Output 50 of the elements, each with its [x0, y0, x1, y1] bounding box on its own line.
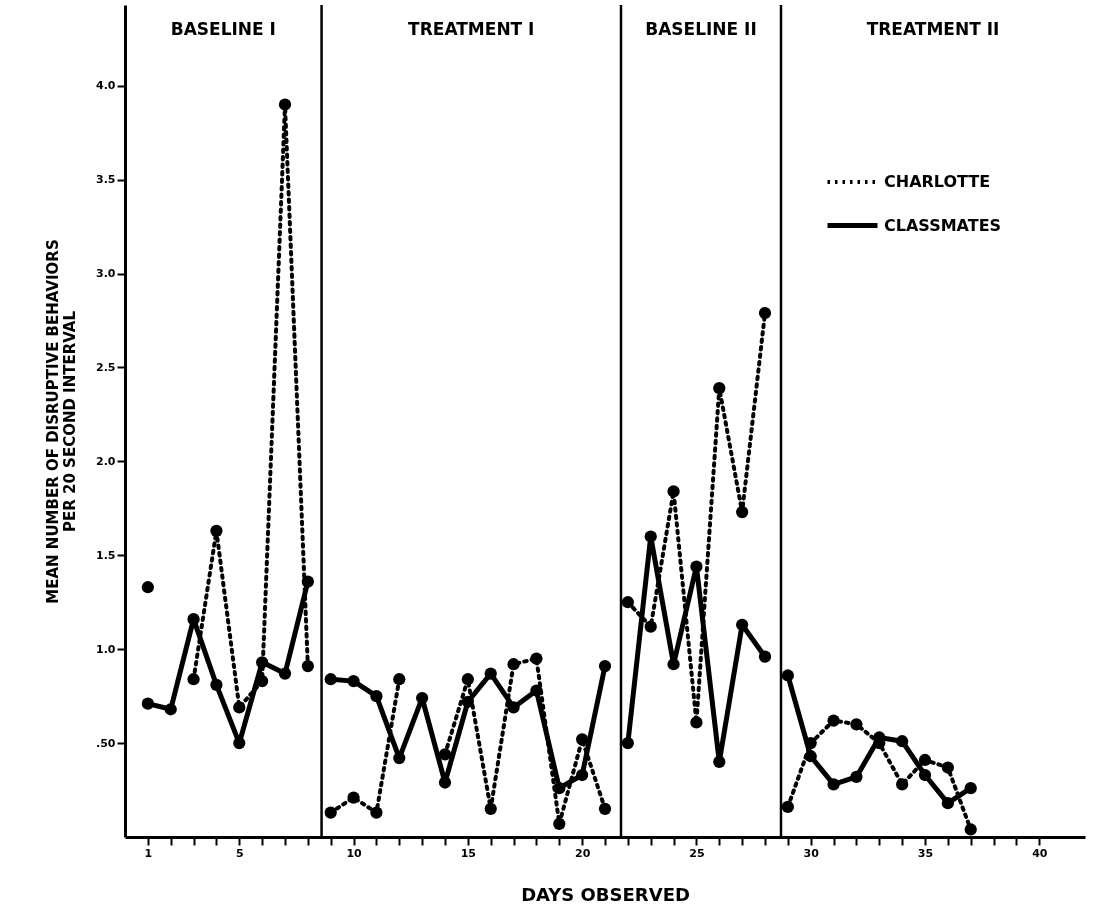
y-tick-label: .50 — [96, 736, 116, 750]
x-tick-label: 30 — [803, 846, 820, 860]
y-tick-label: 3.0 — [96, 267, 116, 281]
x-tick-label: 40 — [1032, 846, 1048, 860]
point — [964, 782, 977, 795]
y-axis-title: MEAN NUMBER OF DISRUPTIVE BEHAVIORS PER 20 SECOND INTERVAL — [44, 239, 80, 604]
point — [370, 806, 383, 819]
point — [850, 718, 863, 731]
y-tick-label: 2.5 — [96, 360, 116, 374]
point — [804, 736, 817, 750]
y-tick-label: 3.5 — [96, 173, 116, 187]
x-axis-title: DAYS OBSERVED — [521, 883, 690, 905]
point — [827, 714, 840, 727]
x-tick-label: 20 — [574, 846, 591, 860]
point — [781, 669, 794, 682]
point — [598, 802, 612, 815]
annotation: TREATMENT I — [408, 18, 535, 39]
x-tick-label: 10 — [346, 846, 363, 860]
point — [781, 800, 794, 814]
point — [896, 778, 909, 791]
x-tick-label: 15 — [460, 846, 477, 860]
y-tick-label: 1.5 — [96, 548, 116, 562]
annotation: BASELINE I — [170, 18, 276, 39]
point — [918, 753, 932, 767]
point — [896, 735, 909, 748]
point — [278, 98, 292, 111]
point — [553, 817, 566, 830]
point — [850, 770, 863, 784]
legend-label: CLASSMATES — [884, 215, 1002, 235]
legend-label: CHARLOTTE — [884, 172, 991, 191]
point — [530, 652, 543, 665]
point — [324, 806, 337, 819]
annotation: TREATMENT II — [866, 18, 1000, 39]
y-tick-label: 2.0 — [96, 454, 116, 468]
point — [918, 768, 932, 782]
x-tick-label: 1 — [144, 846, 153, 860]
y-tick-label: 4.0 — [96, 79, 116, 93]
point — [210, 524, 223, 537]
point — [964, 823, 977, 836]
point — [941, 797, 954, 810]
point — [484, 802, 497, 815]
x-tick-label: 35 — [917, 846, 934, 860]
x-tick-label: 25 — [689, 846, 705, 860]
point — [347, 791, 360, 804]
x-tick-label: 5 — [235, 846, 244, 860]
y-tick-label: 1.0 — [96, 642, 116, 656]
point — [804, 750, 817, 763]
annotation: BASELINE II — [645, 18, 757, 39]
point — [827, 778, 840, 791]
point — [941, 761, 954, 774]
